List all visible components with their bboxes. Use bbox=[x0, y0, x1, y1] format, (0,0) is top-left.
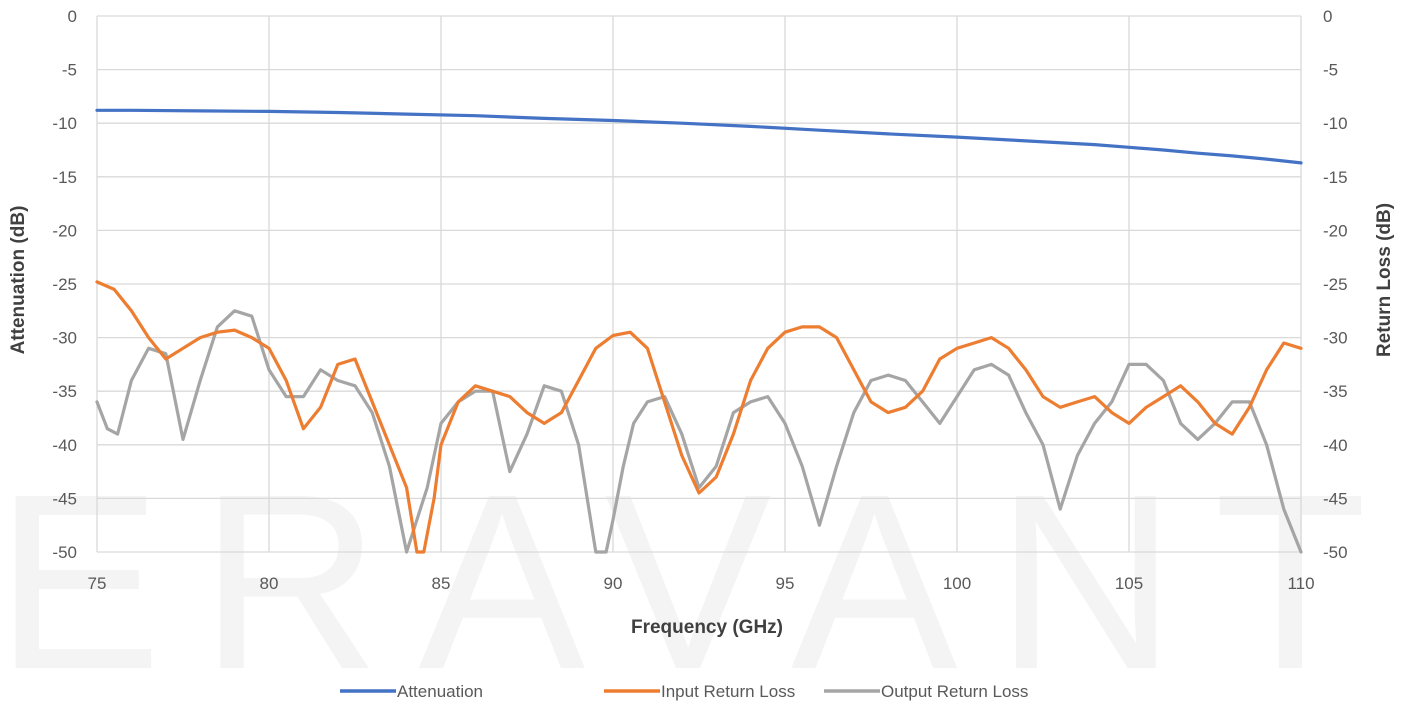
y-tick-label-left: -20 bbox=[52, 221, 77, 240]
x-axis-title: Frequency (GHz) bbox=[631, 617, 783, 638]
series-line-input-return-loss bbox=[95, 280, 1303, 554]
y-tick-label-left: -10 bbox=[52, 114, 77, 133]
x-axis-ticks: 75 80 85 90 95 100 105 110 bbox=[88, 574, 1315, 593]
y-axis-right-title: Return Loss (dB) bbox=[1374, 203, 1395, 357]
legend: Attenuation Input Return Loss Output Retur… bbox=[340, 682, 1028, 701]
y-tick-label-left: -50 bbox=[52, 543, 77, 562]
y-tick-label-right: 0 bbox=[1323, 7, 1332, 26]
y-axis-left-title: Attenuation (dB) bbox=[8, 206, 29, 355]
x-tick-label: 110 bbox=[1287, 574, 1314, 593]
series-line-attenuation bbox=[95, 108, 1303, 165]
x-tick-label: 80 bbox=[260, 574, 279, 593]
y-tick-label-left: -45 bbox=[52, 489, 77, 508]
x-tick-label: 90 bbox=[604, 574, 623, 593]
y-axis-right-ticks: 0 -5 -10 -15 -20 -25 -30 -35 -40 -45 -50 bbox=[1323, 7, 1348, 562]
x-tick-label: 95 bbox=[776, 574, 795, 593]
y-tick-label-right: -30 bbox=[1323, 329, 1348, 348]
y-tick-label-right: -20 bbox=[1323, 221, 1348, 240]
x-tick-label: 85 bbox=[432, 574, 451, 593]
y-tick-label-right: -25 bbox=[1323, 275, 1348, 294]
series-layer bbox=[95, 108, 1303, 554]
y-tick-label-left: 0 bbox=[68, 7, 77, 26]
y-tick-label-left: -15 bbox=[52, 168, 77, 187]
y-tick-label-left: -5 bbox=[62, 61, 77, 80]
x-tick-label: 105 bbox=[1115, 574, 1143, 593]
legend-label: Input Return Loss bbox=[661, 682, 795, 701]
y-tick-label-left: -25 bbox=[52, 275, 77, 294]
y-tick-label-left: -40 bbox=[52, 436, 77, 455]
y-tick-label-right: -40 bbox=[1323, 436, 1348, 455]
y-axis-left-ticks: 0 -5 -10 -15 -20 -25 -30 -35 -40 -45 -50 bbox=[52, 7, 77, 562]
y-tick-label-left: -30 bbox=[52, 329, 77, 348]
y-tick-label-right: -10 bbox=[1323, 114, 1348, 133]
y-tick-label-right: -35 bbox=[1323, 382, 1348, 401]
y-tick-label-right: -50 bbox=[1323, 543, 1348, 562]
y-tick-label-right: -45 bbox=[1323, 489, 1348, 508]
legend-label: Attenuation bbox=[397, 682, 483, 701]
legend-label: Output Return Loss bbox=[881, 682, 1028, 701]
y-tick-label-right: -15 bbox=[1323, 168, 1348, 187]
y-tick-label-left: -35 bbox=[52, 382, 77, 401]
x-tick-label: 75 bbox=[88, 574, 107, 593]
watermark-logo: ERAVANT bbox=[0, 442, 1405, 706]
x-tick-label: 100 bbox=[943, 574, 971, 593]
y-tick-label-right: -5 bbox=[1323, 61, 1338, 80]
